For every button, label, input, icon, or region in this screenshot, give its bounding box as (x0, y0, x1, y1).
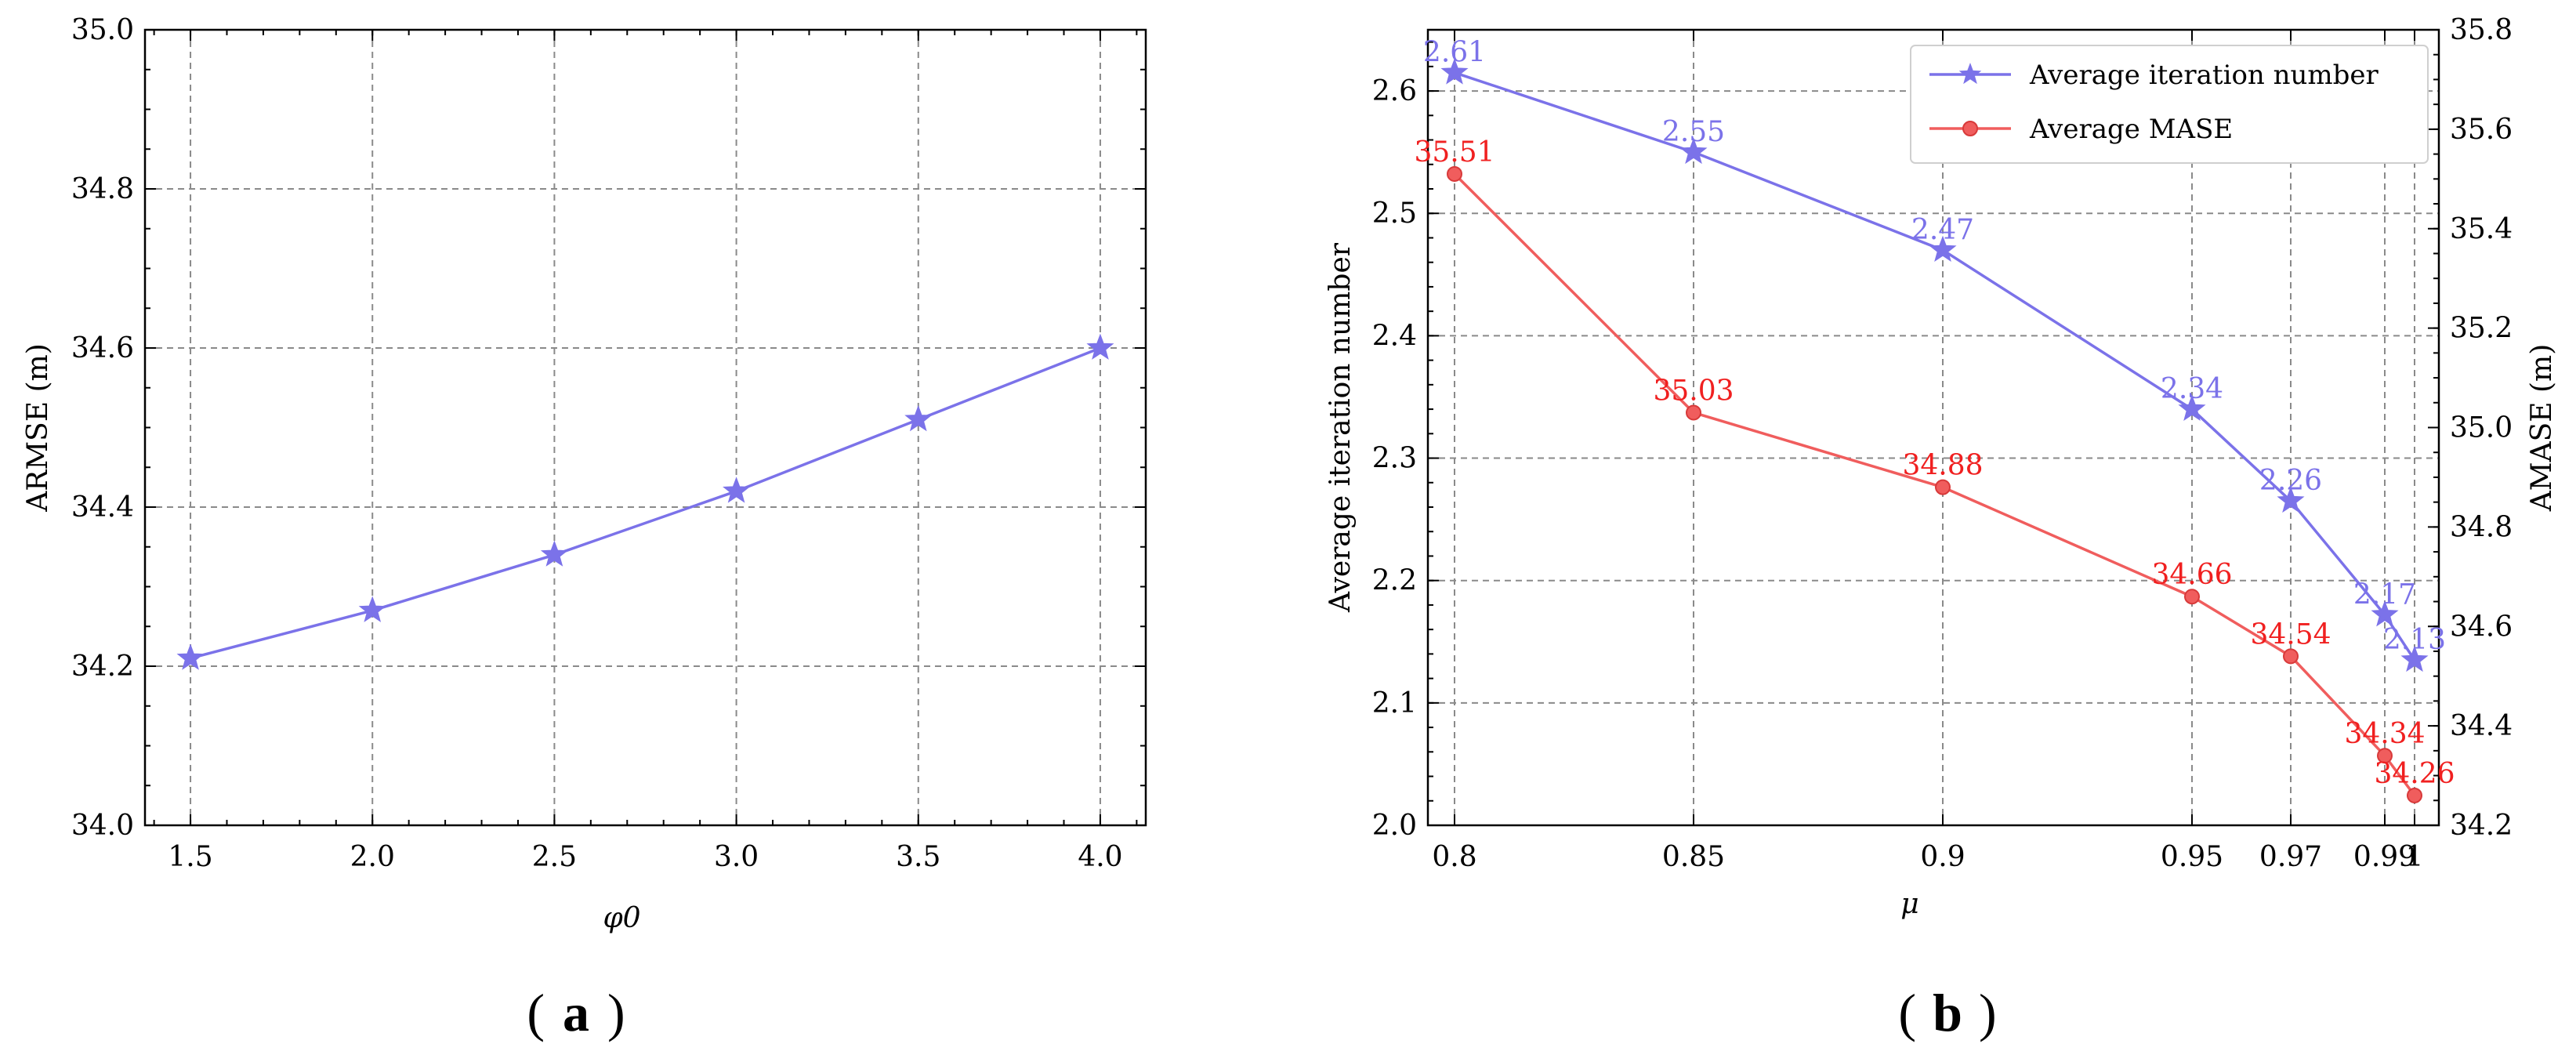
star-marker (904, 404, 933, 432)
star-marker (176, 643, 205, 670)
star-marker (723, 477, 751, 503)
legend-box (1910, 45, 2429, 164)
y-tick-label: 2.2 (1372, 565, 1417, 597)
series-line (190, 346, 1101, 660)
mase-data-label: 35.51 (1414, 136, 1495, 169)
y2-tick-label: 35.8 (2450, 14, 2513, 46)
x-tick-label: 0.99 (2353, 841, 2416, 873)
plot-frame (143, 28, 1147, 827)
x-tick-label: 2.0 (350, 841, 395, 873)
star-marker (1086, 333, 1114, 360)
star-marker (540, 540, 568, 567)
x-tick-label: 3.0 (714, 841, 759, 873)
y-tick-label: 2.1 (1372, 687, 1417, 719)
mase-circle-marker (1686, 404, 1701, 421)
iteration-star-marker (2371, 600, 2399, 627)
mase-circle-marker (2184, 589, 2200, 605)
mase-circle-marker (1935, 479, 1951, 495)
y2-axis-label: AMASE (m) (2526, 344, 2558, 512)
y-tick-label: 2.4 (1372, 320, 1417, 352)
iteration-star-marker (1440, 58, 1469, 85)
panel-b-letter: b (1933, 983, 1962, 1042)
x-tick-label: 0.85 (1662, 841, 1725, 873)
svg-text:(: ( (527, 983, 545, 1042)
svg-text:): ) (607, 983, 625, 1042)
y2-tick-label: 35.0 (2450, 412, 2513, 444)
legend-mase-circle (1962, 121, 1978, 136)
legend-iteration-label: Average iteration number (2029, 60, 2379, 91)
mase-data-label: 34.66 (2151, 559, 2232, 591)
y-tick-label: 34.2 (71, 651, 134, 683)
iteration-star-marker (2277, 486, 2305, 513)
y2-tick-label: 35.4 (2450, 213, 2513, 245)
x-axis-label: μ (1900, 888, 1918, 920)
x-tick-label: 0.8 (1432, 841, 1476, 873)
mase-data-label: 34.88 (1902, 450, 1983, 482)
y2-tick-label: 35.6 (2450, 114, 2513, 146)
panel-a-letter: a (563, 983, 589, 1042)
iteration-star-marker (1679, 137, 1708, 165)
mase-circle-marker (1447, 165, 1462, 182)
iteration-star-marker (2400, 645, 2429, 672)
mase-data-label: 34.54 (2250, 618, 2331, 651)
x-tick-label: 0.95 (2161, 841, 2223, 873)
iteration-data-label: 2.17 (2353, 578, 2416, 611)
y2-tick-label: 34.6 (2450, 611, 2513, 643)
y-tick-label: 2.5 (1372, 198, 1417, 230)
panel-b-caption: ( b ) (1898, 983, 1996, 1042)
x-tick-label: 1 (2406, 841, 2424, 873)
iteration-star-marker (1929, 235, 1957, 262)
iteration-data-label: 2.26 (2259, 465, 2322, 497)
mase-data-label: 34.26 (2374, 758, 2455, 790)
y2-tick-label: 34.4 (2450, 710, 2513, 742)
x-axis-label: φ0 (603, 902, 640, 934)
y-tick-label: 34.4 (71, 491, 134, 524)
svg-text:(: ( (1898, 983, 1916, 1042)
y-tick-label: 34.6 (71, 332, 134, 364)
x-tick-label: 0.9 (1920, 841, 1965, 873)
iteration-data-label: 2.34 (2161, 373, 2223, 405)
iteration-data-label: 2.61 (1423, 37, 1486, 69)
iteration-data-label: 2.13 (2383, 624, 2446, 656)
x-tick-label: 4.0 (1078, 841, 1122, 873)
mase-data-label: 35.03 (1653, 375, 1734, 407)
iteration-data-label: 2.55 (1662, 116, 1725, 148)
y-axis-label: Average iteration number (1324, 242, 1357, 613)
y2-tick-label: 35.2 (2450, 313, 2513, 345)
y-tick-label: 35.0 (71, 14, 134, 46)
svg-text:): ) (1979, 983, 1997, 1042)
legend-iteration-star (1958, 63, 1982, 85)
legend-mase-label: Average MASE (2029, 114, 2233, 145)
y-tick-label: 34.0 (71, 810, 134, 842)
chart-a: 1.5 2.0 2.5 3.0 3.5 4.0 34.0 34.2 34.4 34.6 34.8 35… (22, 14, 1147, 934)
y-tick-label: 2.6 (1372, 75, 1417, 107)
y-axis-label: ARMSE (m) (22, 343, 54, 513)
x-tick-label: 1.5 (168, 841, 212, 873)
x-tick-label: 0.97 (2259, 841, 2322, 873)
y2-tick-label: 34.8 (2450, 511, 2513, 543)
mase-circle-marker (2407, 787, 2422, 803)
legend: Average iteration number Average MASE (1910, 45, 2429, 164)
x-tick-label: 3.5 (896, 841, 940, 873)
star-marker (358, 596, 386, 622)
iteration-data-label: 2.47 (1911, 214, 1974, 246)
y-tick-label: 2.3 (1372, 443, 1417, 475)
mase-circle-marker (2377, 748, 2393, 764)
mase-data-label: 34.34 (2344, 718, 2425, 750)
y-tick-label: 2.0 (1372, 810, 1417, 842)
x-tick-label: 2.5 (532, 841, 577, 873)
iteration-star-marker (2178, 394, 2206, 421)
y-tick-label: 34.8 (71, 173, 134, 205)
panel-a-caption: ( a ) (527, 983, 625, 1042)
mase-circle-marker (2283, 648, 2299, 665)
y2-tick-label: 34.2 (2450, 810, 2513, 842)
chart-b: 0.8 0.85 0.9 0.95 0.97 0.991 2.0 2.1 2.2 2.3 2.4 2.… (1324, 14, 2558, 920)
